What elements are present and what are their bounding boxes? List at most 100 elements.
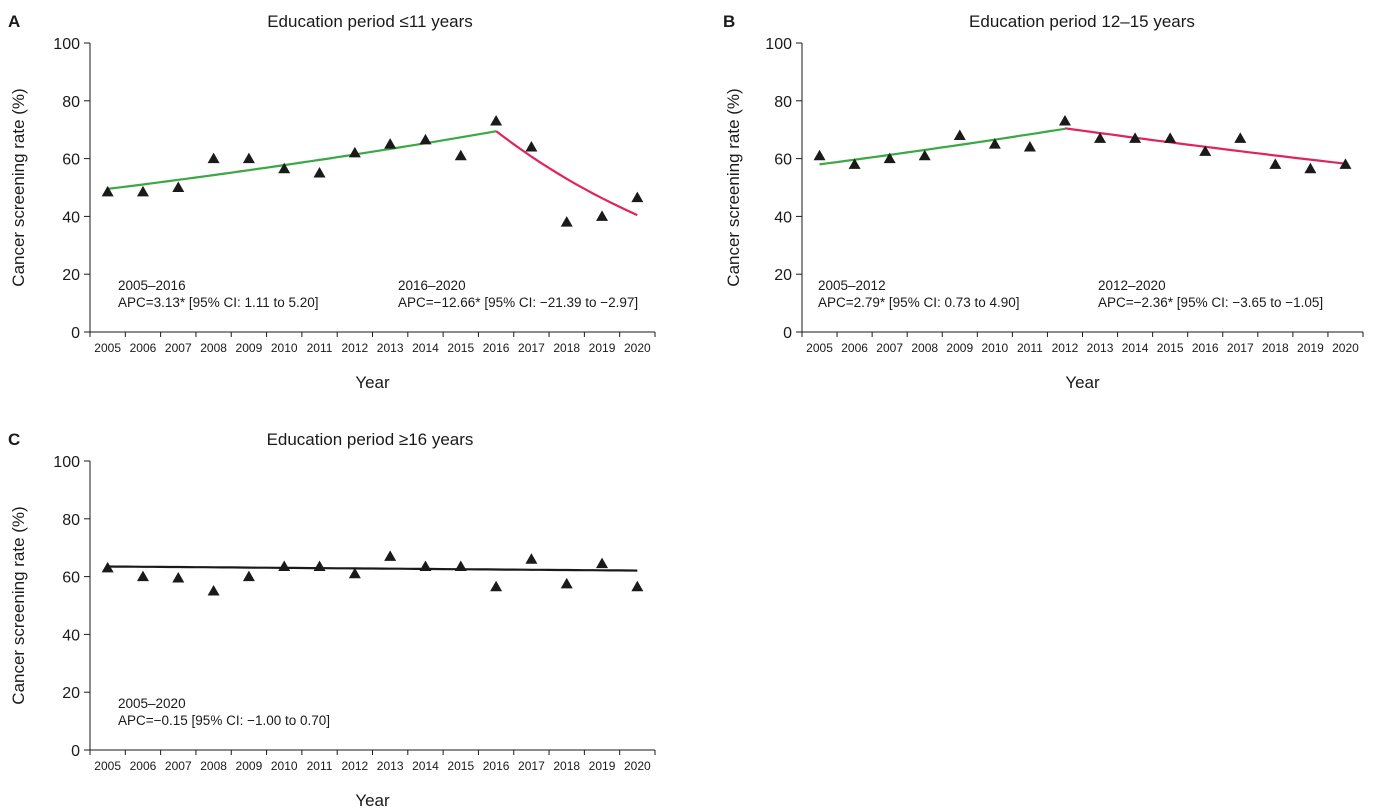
x-tick-label: 2019 — [589, 759, 616, 773]
data-point-2015 — [454, 149, 467, 161]
x-tick-label: 2010 — [981, 341, 1008, 355]
y-tick-label: 20 — [62, 685, 80, 702]
annotation-apc: APC=−2.36* [95% CI: −3.65 to −1.05] — [1098, 295, 1323, 310]
data-point-2019 — [596, 557, 609, 569]
x-tick-label: 2018 — [553, 759, 580, 773]
x-tick-label: 2007 — [165, 341, 192, 355]
x-tick-label: 2011 — [307, 341, 333, 355]
chart-panel-c: C Education period ≥16 years 0 20 40 60 80 100 2… — [0, 418, 680, 812]
data-point-2009 — [953, 129, 966, 140]
x-tick-label: 2019 — [589, 341, 616, 355]
y-tick-label: 80 — [62, 512, 80, 529]
x-tick-label: 2008 — [911, 341, 938, 355]
x-tick-label: 2007 — [165, 759, 192, 773]
x-tick-label: 2013 — [1087, 341, 1114, 355]
annotation-apc: APC=2.79* [95% CI: 0.73 to 4.90] — [818, 295, 1020, 310]
x-tick-label: 2015 — [1157, 341, 1184, 355]
x-tick-label: 2006 — [130, 759, 157, 773]
data-point-2006 — [136, 570, 149, 582]
y-tick-label: 60 — [774, 152, 792, 169]
x-tick-label: 2016 — [1192, 341, 1219, 355]
y-tick-label: 100 — [765, 36, 792, 53]
x-axis-title: Year — [355, 373, 390, 392]
data-point-2005 — [101, 185, 114, 197]
x-tick-label: 2008 — [200, 341, 227, 355]
chart-svg: A Education period ≤11 years 0 20 40 60 80 100 2… — [8, 12, 656, 392]
data-point-2007 — [883, 152, 896, 164]
chart-svg: C Education period ≥16 years 0 20 40 60 80 100 2… — [8, 430, 656, 810]
x-tick-label: 2009 — [236, 341, 263, 355]
data-point-2017 — [1234, 132, 1247, 143]
x-tick-label: 2006 — [130, 341, 157, 355]
trend-line-1 — [819, 127, 1066, 166]
data-point-2005 — [813, 149, 826, 161]
data-point-2012 — [348, 146, 361, 158]
y-tick-label: 20 — [62, 267, 80, 284]
x-tick-label: 2016 — [483, 759, 510, 773]
trend-line-1 — [107, 565, 638, 572]
x-tick-label: 2020 — [1332, 341, 1359, 355]
y-tick-label: 40 — [62, 627, 80, 644]
x-tick-label: 2006 — [841, 341, 868, 355]
data-point-2008 — [207, 152, 220, 164]
x-tick-label: 2019 — [1297, 341, 1324, 355]
data-point-2011 — [1023, 141, 1036, 152]
x-tick-label: 2020 — [624, 341, 651, 355]
x-tick-label: 2009 — [946, 341, 973, 355]
data-point-2014 — [419, 133, 432, 145]
x-tick-label: 2013 — [377, 759, 404, 773]
data-point-2010 — [988, 138, 1001, 149]
data-point-2015 — [1164, 132, 1177, 143]
data-point-2014 — [1129, 132, 1142, 143]
data-point-2011 — [313, 560, 326, 571]
y-tick-label: 20 — [774, 267, 792, 284]
trend-line-2 — [495, 130, 638, 217]
annotation-period: 2005–2016 — [118, 278, 186, 293]
chart-panel-a: A Education period ≤11 years 0 20 40 60 80 100 2… — [0, 0, 680, 410]
data-point-2013 — [384, 138, 397, 149]
data-point-2013 — [384, 550, 397, 561]
data-point-2016 — [490, 580, 503, 592]
x-tick-label: 2010 — [271, 341, 298, 355]
chart-title: Education period ≥16 years — [267, 430, 474, 449]
data-point-2010 — [278, 560, 291, 571]
data-point-2016 — [1199, 145, 1212, 156]
annotation-period: 2005–2012 — [818, 278, 886, 293]
chart-title: Education period 12–15 years — [969, 12, 1195, 31]
trend-line-1 — [107, 130, 497, 190]
chart-svg: B Education period 12–15 years 0 20 40 60 80 10… — [723, 12, 1364, 392]
data-point-2015 — [454, 560, 467, 571]
y-axis-title: Cancer screening rate (%) — [724, 88, 743, 286]
chart-title: Education period ≤11 years — [267, 12, 473, 31]
data-point-2009 — [242, 152, 255, 164]
data-point-2011 — [313, 167, 326, 178]
annotation-period: 2005–2020 — [118, 696, 186, 711]
x-tick-label: 2010 — [271, 759, 298, 773]
data-point-2007 — [172, 572, 185, 583]
y-tick-label: 60 — [62, 570, 80, 587]
data-point-2006 — [136, 185, 149, 197]
y-tick-label: 0 — [783, 325, 792, 342]
y-tick-label: 80 — [62, 94, 80, 111]
data-point-2017 — [525, 553, 538, 564]
y-tick-label: 40 — [62, 209, 80, 226]
x-tick-label: 2016 — [483, 341, 510, 355]
x-tick-label: 2011 — [307, 759, 333, 773]
x-tick-label: 2005 — [94, 759, 121, 773]
data-point-2020 — [631, 191, 644, 203]
x-tick-label: 2018 — [553, 341, 580, 355]
x-tick-label: 2014 — [412, 341, 439, 355]
annotation-apc: APC=−0.15 [95% CI: −1.00 to 0.70] — [118, 713, 330, 728]
data-point-2018 — [1269, 158, 1282, 169]
x-tick-label: 2005 — [806, 341, 833, 355]
data-point-2020 — [631, 580, 644, 592]
x-tick-label: 2013 — [377, 341, 404, 355]
x-tick-label: 2012 — [341, 759, 368, 773]
data-point-2006 — [848, 158, 861, 169]
data-point-2009 — [242, 570, 255, 582]
x-tick-label: 2011 — [1017, 341, 1043, 355]
x-tick-label: 2014 — [412, 759, 439, 773]
data-point-2020 — [1339, 158, 1352, 169]
x-axis-title: Year — [355, 791, 390, 810]
data-point-2005 — [101, 561, 114, 573]
